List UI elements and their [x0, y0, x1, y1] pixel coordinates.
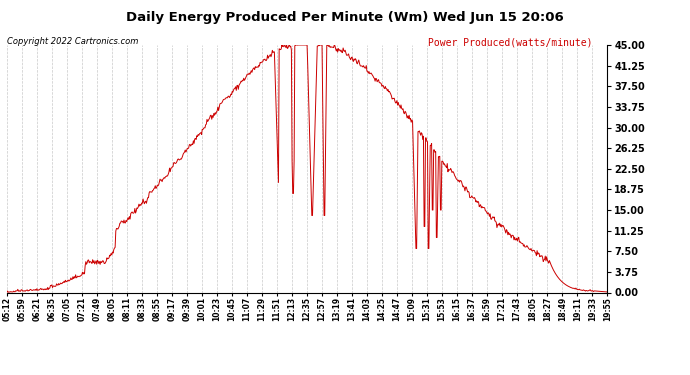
- Text: Copyright 2022 Cartronics.com: Copyright 2022 Cartronics.com: [7, 38, 138, 46]
- Text: Power Produced(watts/minute): Power Produced(watts/minute): [428, 38, 592, 48]
- Text: Daily Energy Produced Per Minute (Wm) Wed Jun 15 20:06: Daily Energy Produced Per Minute (Wm) We…: [126, 11, 564, 24]
